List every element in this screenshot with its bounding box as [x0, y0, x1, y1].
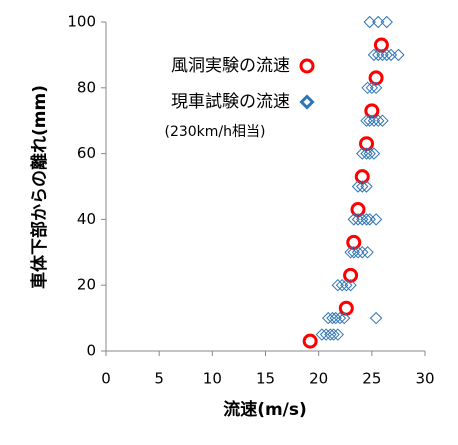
- point: [372, 48, 385, 62]
- point: [392, 48, 405, 62]
- point: [346, 234, 362, 250]
- point: [319, 328, 333, 341]
- x-tick-label: 25: [362, 370, 381, 388]
- point: [350, 202, 366, 218]
- x-tick-label: 0: [101, 370, 111, 388]
- x-tick-label: 20: [309, 370, 328, 388]
- x-tick-label: 10: [203, 370, 222, 388]
- point: [344, 278, 357, 292]
- point: [322, 311, 335, 325]
- point: [326, 311, 339, 325]
- point: [380, 48, 393, 62]
- point: [356, 180, 369, 193]
- point: [333, 311, 347, 325]
- point: [369, 81, 383, 95]
- point: [360, 213, 373, 226]
- point: [335, 278, 349, 292]
- point: [359, 136, 375, 152]
- point: [302, 333, 318, 349]
- y-axis-label: 車体下部からの離れ(mm): [29, 85, 50, 289]
- point: [337, 311, 351, 325]
- point: [373, 37, 389, 53]
- point: [363, 15, 376, 29]
- point: [324, 328, 337, 341]
- y-tick-label: 80: [77, 78, 96, 96]
- point: [365, 81, 379, 95]
- x-tick-label: 15: [256, 370, 275, 388]
- y-tick-label: 20: [77, 276, 96, 294]
- legend-label: 現車試験の流速: [171, 92, 290, 112]
- point: [367, 114, 381, 127]
- y-tick-label: 40: [77, 210, 96, 228]
- point: [367, 48, 381, 62]
- point: [361, 246, 374, 259]
- y-tick-label: 0: [86, 342, 96, 360]
- point: [347, 246, 360, 259]
- point: [331, 278, 345, 292]
- point: [361, 81, 374, 95]
- point: [347, 213, 360, 226]
- point: [363, 213, 376, 226]
- point: [331, 328, 345, 341]
- x-axis-label: 流速(m/s): [223, 399, 307, 420]
- point: [367, 147, 381, 160]
- point: [340, 278, 353, 292]
- point: [343, 267, 359, 283]
- annotation: (230km/h相当): [165, 124, 266, 140]
- point: [356, 246, 369, 259]
- point: [327, 328, 340, 341]
- point: [384, 48, 398, 62]
- legend-label: 風洞実験の流速: [171, 56, 290, 76]
- point: [369, 311, 383, 325]
- point: [351, 180, 365, 193]
- point: [360, 180, 373, 193]
- point: [315, 328, 329, 341]
- point: [329, 311, 342, 325]
- point: [351, 213, 365, 226]
- point: [372, 114, 385, 127]
- y-tick-label: 60: [77, 144, 96, 162]
- point: [351, 246, 365, 259]
- point: [372, 15, 385, 29]
- point: [376, 48, 389, 62]
- x-tick-label: 30: [415, 370, 434, 388]
- point: [380, 15, 393, 29]
- point: [363, 147, 376, 160]
- point: [368, 70, 384, 86]
- legend-marker: [299, 58, 315, 74]
- point: [369, 213, 383, 226]
- point: [376, 114, 389, 127]
- point: [338, 300, 354, 316]
- x-tick-label: 5: [154, 370, 164, 388]
- point: [363, 114, 376, 127]
- point: [354, 169, 370, 185]
- legend-marker: [299, 94, 315, 110]
- y-tick-label: 100: [67, 13, 96, 31]
- point: [364, 103, 380, 119]
